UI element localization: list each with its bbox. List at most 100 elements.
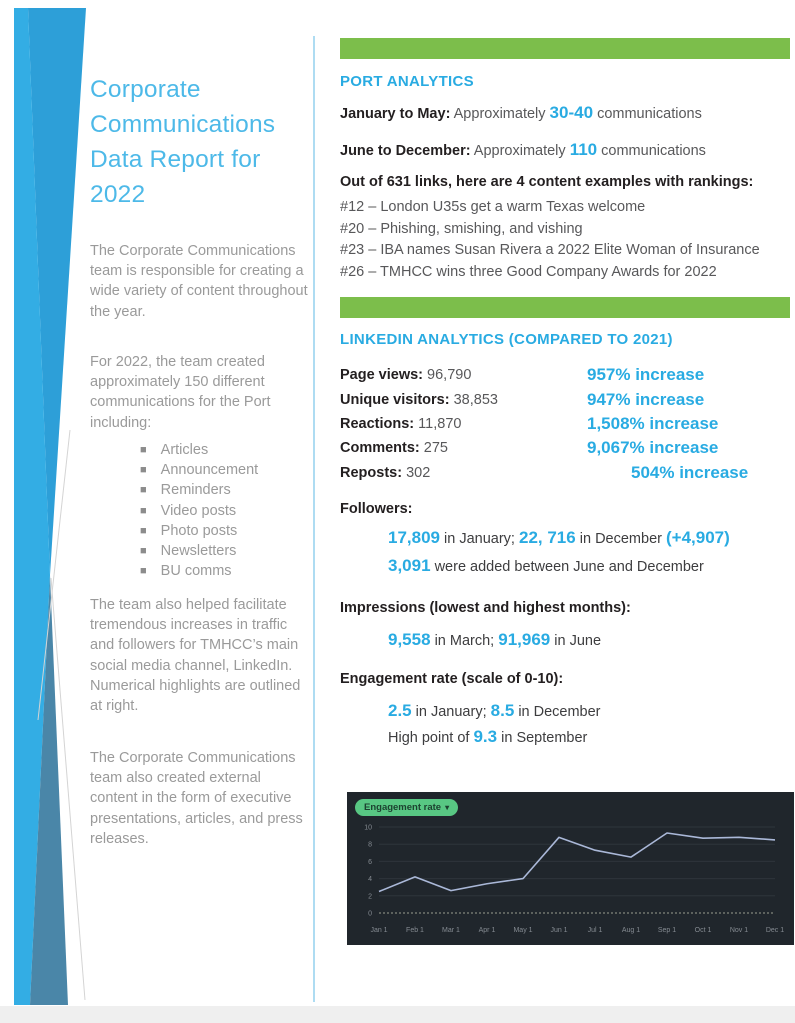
port-stat-line-2: June to December: Approximately 110 comm…	[340, 140, 706, 160]
x-axis-tick-label: Mar 1	[442, 927, 460, 934]
table-row: Comments: 275 9,067% increase	[340, 436, 793, 460]
stat-text: Approximately	[473, 143, 566, 159]
followers-detail-2: 3,091 were added between June and Decemb…	[388, 556, 704, 576]
engagement-line-chart: 0 2 4 6 8 10 Jan 1 Feb 1 Mar 1 Apr 1 May 1 Jun 1 Jul…	[364, 825, 784, 935]
stat-value: 17,809	[388, 528, 440, 547]
list-item-label: Photo posts	[160, 522, 238, 539]
stat-value: 110	[569, 140, 598, 159]
stat-value: 11,870	[418, 415, 462, 432]
stat-text: in January;	[444, 531, 515, 547]
ranking-item: #23 – IBA names Susan Rivera a 2022 Elit…	[340, 242, 760, 258]
content-types-list: ■ Articles ■ Announcement ■ Reminders ■ Vide…	[140, 440, 258, 581]
x-axis-tick-label: Jun 1	[550, 927, 567, 934]
linkedin-stats: Page views: 96,790 957% increase Unique …	[340, 363, 793, 485]
sidebar-paragraph-1: The Corporate Communications team is res…	[90, 243, 308, 320]
decorative-left-stripe	[14, 8, 86, 1005]
green-bar-middle	[340, 297, 790, 318]
y-axis-tick-label: 0	[368, 911, 372, 918]
list-item-label: Newsletters	[160, 543, 237, 560]
impressions-detail: 9,558 in March; 91,969 in June	[388, 630, 601, 650]
stat-label: Page views:	[340, 367, 424, 384]
stat-text: in June	[554, 633, 602, 649]
engagement-rate-line	[378, 832, 776, 893]
stat-value: 275	[423, 440, 448, 457]
list-item-label: Announcement	[160, 462, 259, 479]
stat-value: 302	[406, 464, 431, 481]
vertical-divider	[313, 36, 315, 1002]
square-bullet-icon: ■	[140, 565, 147, 578]
stat-label: Reactions:	[340, 415, 415, 432]
x-axis-tick-label: Feb 1	[406, 927, 424, 934]
followers-heading: Followers:	[340, 501, 413, 517]
stat-text: in March;	[434, 633, 495, 649]
stat-value: 30-40	[549, 103, 594, 122]
engagement-detail-1: 2.5 in January; 8.5 in December	[388, 701, 601, 721]
engagement-chart: 0 2 4 6 8 10 Jan 1 Feb 1 Mar 1 Apr 1 May 1 Jun 1 Jul…	[347, 792, 794, 945]
x-axis-tick-label: Sep 1	[658, 927, 676, 934]
list-item-label: Video posts	[160, 502, 237, 519]
stat-text: Approximately	[453, 106, 546, 122]
increase-value: 1,508% increase	[587, 413, 719, 433]
list-item-label: Articles	[160, 442, 209, 458]
table-row: Reactions: 11,870 1,508% increase	[340, 412, 793, 436]
engagement-detail-2: High point of 9.3 in September	[388, 727, 587, 747]
ranking-item: #26 – TMHCC wins three Good Company Awar…	[340, 263, 717, 280]
rankings-heading: Out of 631 links, here are 4 content exa…	[340, 174, 754, 190]
stat-label: Unique visitors:	[340, 391, 450, 408]
y-axis-tick-label: 8	[368, 842, 372, 849]
stat-value: 3,091	[388, 556, 431, 575]
page-bottom-edge	[0, 1006, 795, 1023]
stat-text: in December	[579, 531, 662, 547]
stat-value: 9.3	[473, 727, 498, 746]
stat-label: Comments:	[340, 440, 420, 457]
x-axis-tick-label: Apr 1	[479, 927, 496, 934]
square-bullet-icon: ■	[140, 484, 147, 497]
x-axis-tick-label: Aug 1	[622, 927, 640, 934]
x-axis-tick-label: Dec 1	[766, 927, 784, 934]
followers-detail-1: 17,809 in January; 22, 716 in December (…	[388, 528, 730, 548]
list-item: ■ Announcement	[140, 460, 258, 480]
engagement-rate-dropdown[interactable]: Engagement rate ▾	[355, 799, 459, 816]
dropdown-label: Engagement rate	[364, 802, 442, 813]
stat-text: were added between June and December	[434, 559, 704, 575]
stat-label: June to December:	[340, 143, 471, 159]
x-axis-tick-label: Nov 1	[730, 927, 748, 934]
green-bar-top	[340, 38, 790, 59]
stat-value: 38,853	[453, 391, 498, 408]
stat-text: High point of	[388, 730, 470, 746]
ranking-item: #20 – Phishing, smishing, and vishing	[340, 220, 583, 237]
stat-value: 8.5	[490, 701, 515, 720]
table-row: Page views: 96,790 957% increase	[340, 363, 793, 387]
stat-text: communications	[601, 143, 706, 159]
stat-value: 2.5	[388, 701, 412, 720]
y-axis-tick-label: 10	[364, 825, 372, 832]
y-axis-tick-label: 4	[368, 876, 372, 883]
increase-value: 947% increase	[587, 389, 705, 409]
list-item-label: Reminders	[160, 482, 231, 499]
square-bullet-icon: ■	[140, 524, 147, 537]
stat-value: 96,790	[427, 367, 472, 384]
list-item-label: BU comms	[160, 563, 232, 580]
x-axis-tick-label: Jan 1	[370, 927, 387, 934]
impressions-heading: Impressions (lowest and highest months):	[340, 600, 631, 616]
list-item: ■ Articles	[140, 440, 258, 460]
chevron-down-icon: ▾	[445, 803, 450, 812]
stat-label: Reposts:	[340, 464, 403, 481]
linkedin-analytics-heading: LINKEDIN ANALYTICS (COMPARED TO 2021)	[340, 331, 673, 348]
square-bullet-icon: ■	[140, 504, 147, 517]
ranking-item: #12 – London U35s get a warm Texas welco…	[340, 199, 646, 215]
square-bullet-icon: ■	[140, 545, 147, 558]
port-analytics-heading: PORT ANALYTICS	[340, 73, 474, 90]
square-bullet-icon: ■	[140, 444, 147, 456]
stat-text: communications	[597, 106, 702, 122]
stat-value: 91,969	[498, 630, 551, 649]
x-axis-tick-label: Jul 1	[588, 927, 603, 934]
stat-text: in September	[501, 730, 588, 746]
stat-value: 9,558	[388, 630, 431, 649]
stat-text: in January;	[415, 704, 487, 720]
stat-value: 22, 716	[519, 528, 576, 547]
sidebar-paragraph-3: The team also helped facilitate tremendo…	[90, 597, 301, 715]
port-stat-line-1: January to May: Approximately 30-40 comm…	[340, 103, 702, 123]
increase-value: 9,067% increase	[587, 438, 719, 458]
table-row: Reposts: 302 504% increase	[340, 461, 793, 485]
